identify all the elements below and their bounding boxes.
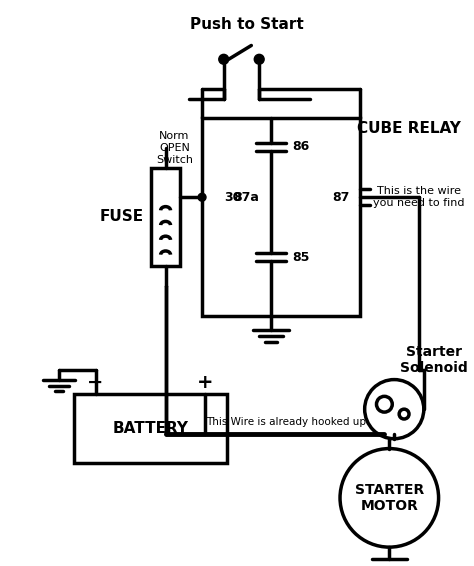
Text: This is the wire
you need to find: This is the wire you need to find — [373, 186, 465, 208]
Circle shape — [254, 54, 264, 64]
Text: Push to Start: Push to Start — [190, 18, 303, 32]
Circle shape — [219, 54, 228, 64]
Text: 86: 86 — [293, 140, 310, 153]
Text: +: + — [197, 373, 213, 392]
Text: 87a: 87a — [234, 191, 259, 204]
Text: Starter
Solenoid: Starter Solenoid — [400, 345, 467, 375]
Text: BATTERY: BATTERY — [112, 421, 188, 436]
Text: FUSE: FUSE — [99, 209, 143, 225]
Text: CUBE RELAY: CUBE RELAY — [357, 121, 461, 136]
Text: 85: 85 — [293, 251, 310, 264]
Text: −: − — [87, 373, 104, 392]
Text: STARTER
MOTOR: STARTER MOTOR — [355, 483, 424, 513]
Text: 87: 87 — [332, 191, 349, 204]
Text: Norm
OPEN
Switch: Norm OPEN Switch — [156, 131, 193, 165]
Circle shape — [198, 194, 206, 201]
Text: This Wire is already hooked up: This Wire is already hooked up — [206, 417, 366, 427]
Bar — [151, 168, 181, 266]
Bar — [202, 118, 360, 315]
Text: 30: 30 — [224, 191, 241, 204]
Bar — [74, 395, 227, 464]
